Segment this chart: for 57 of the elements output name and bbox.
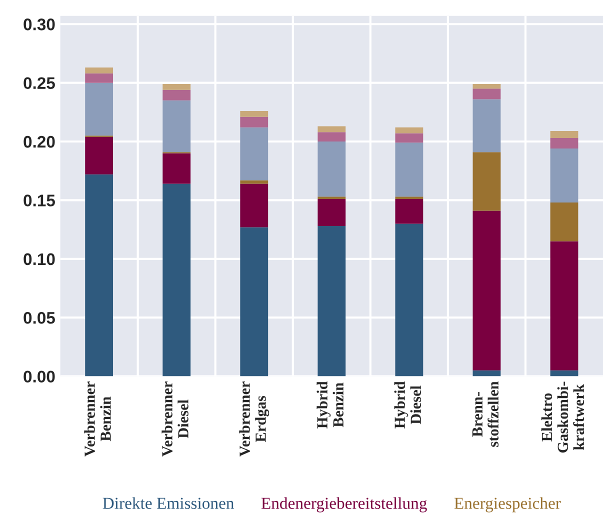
y-tick-label: 0.30 bbox=[24, 18, 55, 30]
bar bbox=[550, 202, 578, 242]
bar bbox=[472, 152, 501, 211]
x-tick-label: Hybrid Diesel bbox=[394, 381, 422, 428]
y-tick-label: 0.05 bbox=[24, 312, 55, 324]
bar bbox=[550, 370, 578, 376]
bar bbox=[395, 142, 424, 197]
x-tick-label: Elektro Gaskombi- kraftwerk bbox=[541, 382, 584, 453]
x-tick-label: Verbrenner Diesel bbox=[162, 381, 188, 457]
bar bbox=[162, 84, 191, 90]
x-tick-label: Verbrenner Benzin bbox=[84, 381, 111, 457]
x-tick-label: Brenn- stoffzellen bbox=[472, 381, 499, 447]
bar bbox=[395, 199, 424, 224]
bar bbox=[162, 153, 191, 184]
bar bbox=[162, 184, 191, 376]
bar bbox=[85, 136, 114, 174]
bar bbox=[395, 133, 424, 143]
bar bbox=[240, 127, 268, 180]
bar bbox=[395, 224, 424, 376]
bar bbox=[472, 99, 501, 152]
bar bbox=[550, 148, 578, 203]
bar bbox=[318, 199, 346, 226]
y-tick-label: 0.00 bbox=[24, 370, 55, 383]
bar bbox=[472, 84, 501, 89]
y-tick-label: 0.25 bbox=[24, 77, 55, 90]
bar bbox=[550, 138, 578, 149]
bar bbox=[318, 196, 346, 200]
bar bbox=[85, 73, 114, 83]
bar bbox=[85, 174, 114, 376]
bar bbox=[472, 88, 501, 100]
bar bbox=[85, 82, 114, 136]
bar bbox=[240, 116, 268, 128]
y-tick-label: 0.20 bbox=[24, 136, 55, 148]
x-tick-label: Verbrenner Erdgas bbox=[239, 381, 270, 457]
bar bbox=[240, 184, 268, 228]
bar bbox=[162, 100, 191, 152]
bar bbox=[395, 196, 424, 200]
y-tick-label: 0.15 bbox=[24, 194, 55, 206]
y-tick-label: 0.10 bbox=[24, 253, 55, 266]
bar bbox=[395, 127, 424, 134]
text: Direkte Emissionen bbox=[102, 497, 234, 509]
bar bbox=[318, 132, 346, 142]
bar bbox=[318, 142, 346, 197]
bar bbox=[472, 210, 501, 370]
bar bbox=[318, 226, 346, 376]
x-tick-label: Hybrid Benzin bbox=[316, 381, 344, 428]
bar bbox=[162, 90, 191, 100]
bar bbox=[240, 110, 268, 117]
bar bbox=[240, 227, 268, 376]
bar bbox=[550, 130, 578, 138]
bar bbox=[550, 241, 578, 370]
bar bbox=[240, 180, 268, 184]
text: Endenergiebereitstellung bbox=[261, 497, 427, 512]
bar bbox=[85, 68, 114, 74]
text: Energiespeicher bbox=[454, 497, 561, 512]
bar bbox=[318, 126, 346, 132]
bar bbox=[472, 370, 501, 376]
